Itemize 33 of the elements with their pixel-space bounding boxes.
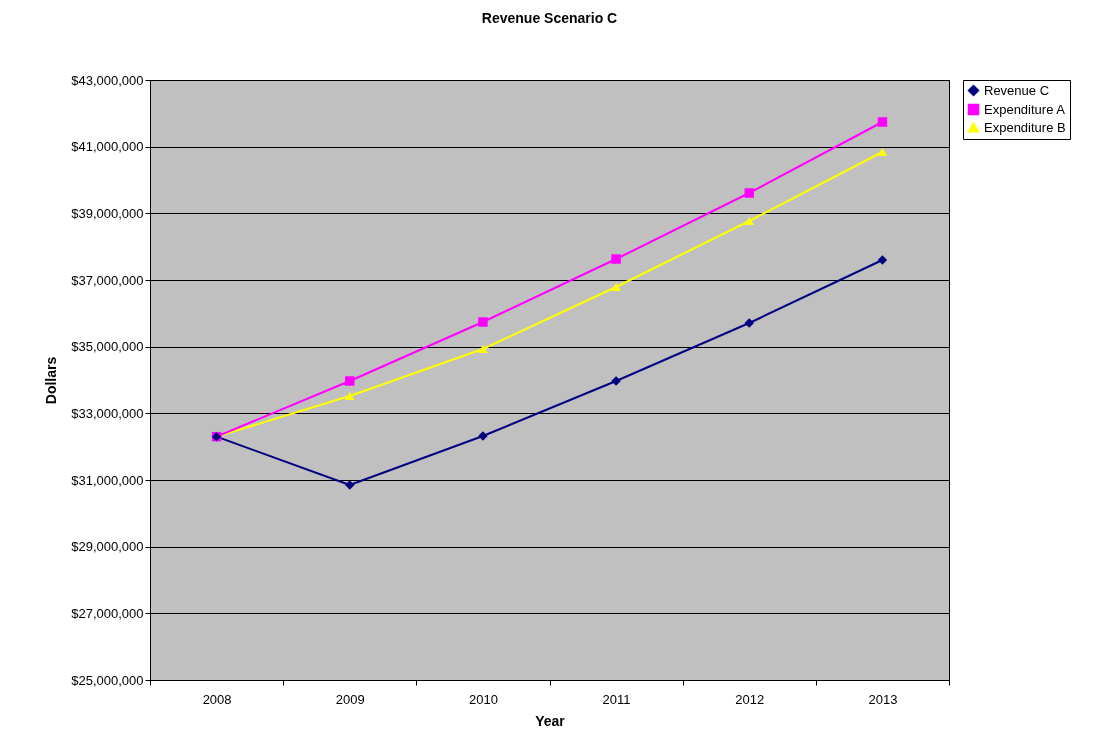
- legend-label: Expenditure B: [984, 119, 1066, 135]
- point: [345, 376, 355, 386]
- y-tick-label: $43,000,000: [71, 72, 144, 88]
- point: [877, 147, 888, 157]
- point: [744, 216, 754, 226]
- point: [478, 344, 488, 354]
- legend-label: Expenditure A: [984, 101, 1066, 117]
- x-tick-label: 2009: [335, 691, 365, 707]
- point: [478, 317, 488, 327]
- y-tick-label: $29,000,000: [71, 539, 144, 555]
- legend-label: Revenue C: [984, 82, 1050, 98]
- y-axis-title: Dollars: [43, 356, 60, 405]
- x-tick-label: 2012: [735, 691, 765, 707]
- point: [744, 188, 754, 198]
- x-tick-label: 2011: [602, 691, 631, 707]
- chart-title: Revenue Scenario C: [481, 10, 618, 26]
- y-tick-label: $39,000,000: [71, 205, 144, 221]
- y-tick-label: $27,000,000: [71, 605, 144, 621]
- point: [611, 282, 621, 292]
- y-tick-label: $41,000,000: [71, 139, 144, 155]
- y-tick-label: $33,000,000: [71, 405, 144, 421]
- point: [877, 255, 888, 265]
- y-tick-label: $31,000,000: [71, 472, 144, 488]
- point: [345, 391, 355, 401]
- x-tick-label: 2010: [468, 691, 498, 707]
- y-tick-label: $35,000,000: [71, 339, 144, 355]
- x-tick-label: 2013: [868, 691, 898, 707]
- point: [611, 254, 621, 264]
- x-axis-title: Year: [535, 712, 566, 729]
- point: [877, 117, 888, 127]
- y-tick-label: $37,000,000: [71, 272, 144, 288]
- y-tick-label: $25,000,000: [71, 672, 144, 688]
- x-tick-label: 2008: [202, 691, 232, 707]
